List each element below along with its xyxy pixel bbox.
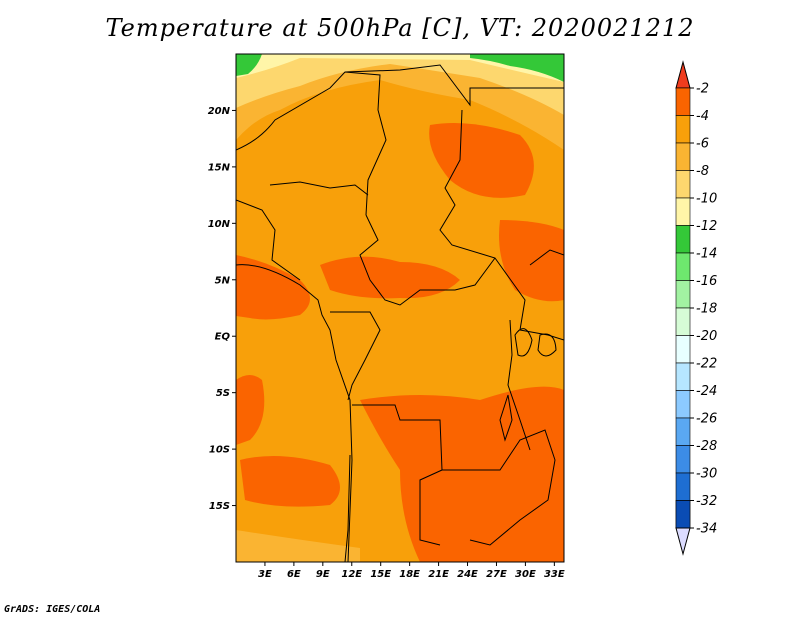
colorbar-label: -26 [696,412,717,427]
lat-tick-label: 10N [208,219,231,230]
colorbar-label: -12 [696,219,717,234]
colorbar-label: -2 [696,82,709,97]
colorbar-label: -18 [696,302,717,317]
border-line [330,311,381,401]
lat-tick-label: 15S [209,501,230,512]
colorbar: -2 -4 -6 -8 -10 -12 -14 -16 -18 -20 -22 -24 -26 -28 -3… [675,60,717,556]
lat-tick-label: EQ [215,332,231,343]
contour-band-minus12-northwest [236,54,262,76]
lake-outline [537,333,557,357]
colorbar-label: -14 [696,247,717,262]
temperature-shading [236,54,564,562]
contour-band-minus12-north [470,54,564,82]
border-line [344,454,351,562]
contour-band-minus10-north [236,54,564,82]
colorbar-label: -34 [696,522,717,537]
lon-tick-label: 3E [258,569,272,580]
colorbar-bottom-arrow [675,527,691,556]
colorbar-label: -8 [696,164,709,179]
border-line [236,71,387,216]
colorbar-segment [675,252,691,281]
lon-tick-label: 15E [370,569,391,580]
lon-tick-label: 24E [457,569,478,580]
lat-tick-label: 10S [209,445,230,456]
colorbar-segment [675,472,691,501]
lat-tick-label: 20N [208,106,231,117]
lon-tick-label: 9E [316,569,330,580]
colorbar-label: -16 [696,274,717,289]
colorbar-segment [675,225,691,254]
colorbar-label: -28 [696,439,717,454]
latitude-ticks: 20N 15N 10N 5N EQ 5S 10S 15S [208,106,236,512]
lake-outline [514,328,533,357]
colorbar-label: -30 [696,467,717,482]
contour-band-minus6-south [236,530,360,562]
contour-band-minus2-westcoast [236,255,310,320]
contour-band-minus2-sw-coast [236,375,265,445]
colorbar-segment [675,307,691,336]
colorbar-label: -24 [696,384,717,399]
colorbar-segment [675,390,691,419]
colorbar-segment [675,87,691,116]
longitude-ticks: 3E 6E 9E 12E 15E 18E 21E 24E 27E 30E 33E [258,562,565,580]
border-line [507,319,531,451]
lon-tick-label: 27E [486,569,507,580]
lon-tick-label: 12E [341,569,362,580]
border-line [442,429,556,546]
border-line [344,64,564,107]
colorbar-segment [675,170,691,199]
map-title: Temperature at 500hPa [C], VT: 202002121… [105,14,695,42]
contour-band-minus2-northeast [429,122,534,198]
colorbar-segment [675,335,691,364]
colorbar-top-arrow [675,60,691,89]
lon-tick-label: 6E [287,569,301,580]
border-line [529,249,564,266]
colorbar-label: -4 [696,109,709,124]
lon-tick-label: 30E [515,569,536,580]
colorbar-label: -32 [696,494,717,509]
colorbar-segment [675,197,691,226]
contour-band-minus2-south [360,386,564,562]
border-line [269,181,369,196]
colorbar-segment [675,445,691,474]
colorbar-label: -20 [696,329,717,344]
lake-outline [499,394,513,442]
lon-tick-label: 18E [399,569,420,580]
lon-tick-label: 21E [428,569,449,580]
colorbar-segment [675,362,691,391]
border-line [439,109,526,331]
contour-band-minus2-east [499,220,564,302]
colorbar-label: -10 [696,192,717,207]
map-frame [235,53,565,563]
colorbar-label: -22 [696,357,717,372]
lat-tick-label: 5S [216,388,230,399]
contour-band-minus2-central [320,256,460,299]
border-line [352,404,443,546]
map-panel: 20N 15N 10N 5N EQ 5S 10S 15S 3E 6E 9E 12E 15E 18E 21E… [208,53,565,580]
border-line [519,329,564,341]
lat-tick-label: 5N [215,275,231,286]
footer-credit: GrADS: IGES/COLA [4,604,101,615]
colorbar-segment [675,280,691,309]
contour-band-minus2-southwest [240,456,340,507]
border-line [236,199,301,281]
border-line [359,214,496,306]
colorbar-segment [675,142,691,171]
lon-tick-label: 33E [544,569,565,580]
coastline [236,264,353,562]
country-borders [236,64,564,562]
lat-tick-label: 15N [208,162,231,173]
colorbar-segment [675,500,691,529]
colorbar-segment [675,115,691,144]
contour-band-minus8-north [236,54,564,115]
colorbar-segment [675,417,691,446]
colorbar-label: -6 [696,137,709,152]
